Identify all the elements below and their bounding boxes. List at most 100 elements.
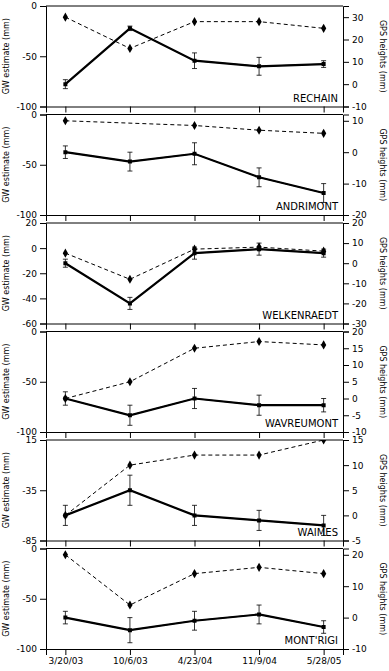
- error-bar: [321, 61, 326, 68]
- error-bar: [192, 611, 197, 630]
- marker: [128, 628, 132, 632]
- y2-tick-mark: [343, 263, 349, 264]
- y2-tick-label: 15: [352, 435, 363, 445]
- y2-tick-mark: [343, 490, 349, 491]
- y2-tick: 0: [343, 511, 358, 521]
- series: [63, 13, 327, 53]
- x-tick: [195, 324, 196, 330]
- y2-axis-title: GPS heights (mm): [378, 454, 387, 527]
- y2-tick: -10: [343, 279, 367, 289]
- x-tick: [259, 107, 260, 113]
- marker: [127, 461, 132, 470]
- y-tick-mark: [40, 215, 46, 216]
- y2-tick: 20: [343, 327, 364, 337]
- y-axis-line: [40, 332, 47, 433]
- y2-tick: 10: [343, 360, 364, 370]
- y-tick-label: -40: [22, 294, 37, 304]
- marker: [256, 17, 261, 26]
- y2-axis: -5051015: [343, 435, 364, 546]
- marker: [193, 397, 197, 401]
- y-tick: 0: [31, 544, 46, 554]
- marker: [322, 625, 326, 629]
- marker: [128, 160, 132, 164]
- y2-axis-title: GPS heights (mm): [378, 237, 387, 310]
- y-tick: 15: [26, 435, 46, 445]
- y2-tick-label: 20: [352, 327, 364, 337]
- x-tick: [130, 107, 131, 113]
- plot-area: [63, 440, 327, 535]
- marker: [192, 17, 197, 26]
- y2-tick: 15: [343, 344, 363, 354]
- error-bar: [63, 611, 68, 624]
- x-axis: 3/20/0310/6/034/23/0411/9/045/28/05: [47, 649, 344, 666]
- marker: [63, 261, 67, 265]
- y2-tick: 0: [343, 80, 358, 90]
- y-tick-mark: [40, 599, 46, 600]
- x-axis-line: [47, 324, 344, 330]
- x-axis-line: [47, 650, 344, 656]
- marker: [322, 191, 326, 195]
- x-tick: [130, 324, 131, 330]
- y-tick-label: -50: [22, 52, 37, 62]
- error-bar: [257, 395, 262, 415]
- y2-tick-mark: [343, 365, 349, 366]
- plot-area: [63, 550, 327, 642]
- y2-tick-label: 0: [352, 394, 358, 404]
- x-tick-mark: [65, 107, 66, 113]
- y-tick-label: -100: [17, 644, 38, 654]
- y-tick: -50: [22, 377, 46, 387]
- x-tick-mark: [324, 324, 325, 330]
- x-tick-mark: [324, 215, 325, 221]
- marker: [127, 44, 132, 53]
- x-tick: 11/9/04: [242, 649, 277, 666]
- plot-frame: [46, 548, 343, 549]
- marker: [63, 116, 68, 125]
- y2-tick-label: 10: [352, 116, 364, 126]
- marker: [256, 337, 261, 346]
- y2-tick-mark: [343, 440, 349, 441]
- error-bar: [63, 392, 68, 405]
- marker: [256, 563, 261, 572]
- y2-tick-mark: [343, 17, 349, 18]
- error-bar: [192, 53, 197, 69]
- y2-tick-label: 20: [352, 35, 364, 45]
- x-tick-label: 4/23/04: [178, 656, 213, 666]
- y2-tick-mark: [343, 515, 349, 516]
- series-line: [65, 614, 323, 630]
- x-tick: 5/28/05: [307, 649, 342, 666]
- x-tick-mark: [259, 324, 260, 330]
- chart: 0-50-100-100102030RECHAINGW estimate (mm…: [0, 0, 389, 671]
- x-axis: [47, 324, 344, 330]
- series-line: [65, 28, 323, 84]
- series-line: [65, 490, 323, 525]
- x-axis-line: [47, 216, 344, 222]
- marker: [322, 403, 326, 407]
- y2-tick: -10: [343, 102, 367, 112]
- x-tick-mark: [65, 324, 66, 330]
- y2-tick-label: 10: [352, 57, 364, 67]
- y-tick-label: 0: [31, 1, 37, 11]
- y2-axis-title: GPS heights (mm): [378, 562, 387, 635]
- annotation: WELKENRAEDT: [262, 310, 339, 321]
- y-axis-title: GW estimate (mm): [2, 235, 11, 311]
- x-axis: [47, 107, 344, 113]
- y-tick-mark: [40, 440, 46, 441]
- y2-axis-line: [344, 224, 350, 325]
- x-tick-mark: [259, 432, 260, 438]
- y-axis-line: [40, 224, 47, 325]
- y-axis: 0-50-100: [17, 544, 47, 655]
- y2-axis-title: GPS heights (mm): [378, 345, 387, 418]
- y2-tick: 0: [343, 148, 358, 158]
- y2-axis-line: [344, 332, 350, 433]
- y-tick-label: -50: [22, 377, 37, 387]
- x-tick-mark: [130, 541, 131, 547]
- y-tick-label: 20: [26, 218, 38, 228]
- marker: [128, 301, 132, 305]
- marker: [192, 344, 197, 353]
- y2-tick: -10: [343, 644, 367, 654]
- marker: [127, 275, 132, 284]
- y2-tick-label: -10: [352, 279, 367, 289]
- error-bar: [63, 146, 68, 159]
- plot-frame: [46, 114, 343, 115]
- x-tick: 10/6/03: [113, 649, 148, 666]
